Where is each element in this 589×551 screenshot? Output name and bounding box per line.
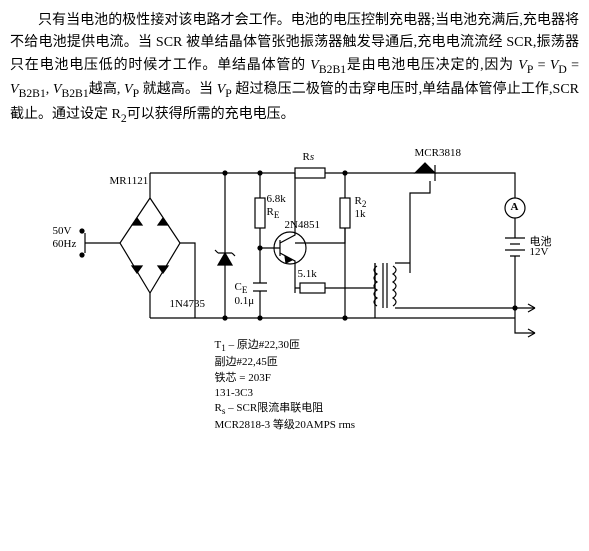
- label-battery-v: 12V: [530, 246, 549, 258]
- circuit-diagram: Rs MCR3818 MR1121 50V 60Hz 6.8k RE 2N485…: [15, 143, 575, 423]
- label-r2-val: 1k: [355, 208, 366, 220]
- label-re-val: 6.8k: [267, 193, 286, 205]
- footnote-t1: T1 – 原边#22,30匝: [215, 338, 356, 355]
- label-ce: CE: [235, 281, 248, 295]
- footnote-sec: 副边#22,45匝: [215, 355, 356, 370]
- label-ammeter: A: [511, 201, 519, 213]
- label-mr1121: MR1121: [110, 175, 149, 187]
- label-51k: 5.1k: [298, 268, 317, 280]
- label-ujt: 2N4851: [285, 219, 320, 231]
- footnote-mcr: MCR2818-3 等级20AMPS rms: [215, 418, 356, 433]
- circuit-svg: [15, 143, 575, 353]
- footnote-rs: Rs – SCR限流串联电阻: [215, 401, 356, 418]
- label-re: RE: [267, 206, 280, 220]
- label-zener: 1N4735: [170, 298, 205, 310]
- label-60hz: 60Hz: [53, 238, 77, 250]
- label-ce-val: 0.1μ: [235, 295, 255, 307]
- footnote-core: 铁芯 = 203F: [215, 371, 356, 386]
- main-paragraph: 只有当电池的极性接对该电路才会工作。电池的电压控制充电器;当电池充满后,充电器将…: [10, 10, 579, 128]
- label-mcr3818: MCR3818: [415, 147, 461, 159]
- label-50v: 50V: [53, 225, 72, 237]
- label-rs: Rs: [303, 151, 315, 163]
- footnote-part: 131-3C3: [215, 386, 356, 401]
